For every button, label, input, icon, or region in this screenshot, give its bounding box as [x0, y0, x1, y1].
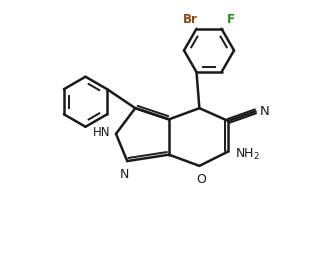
Text: N: N: [259, 105, 269, 118]
Text: F: F: [227, 13, 235, 26]
Text: N: N: [119, 168, 129, 181]
Text: HN: HN: [93, 126, 110, 139]
Text: Br: Br: [183, 13, 198, 26]
Text: NH$_2$: NH$_2$: [235, 147, 260, 162]
Text: O: O: [196, 173, 206, 186]
